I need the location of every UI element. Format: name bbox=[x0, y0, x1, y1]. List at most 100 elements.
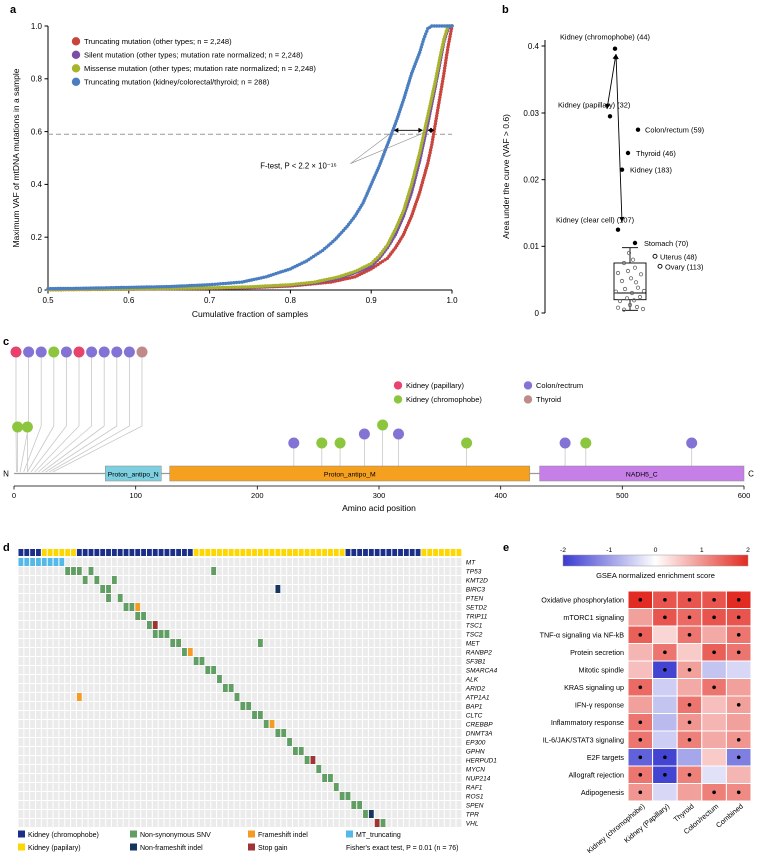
svg-text:TPR: TPR bbox=[466, 811, 479, 818]
c-legend: Kidney (papillary) Kidney (chromophobe) Co… bbox=[393, 381, 583, 404]
svg-text:Kidney (papilary): Kidney (papilary) bbox=[28, 845, 81, 852]
panel-d-letter: d bbox=[3, 542, 10, 554]
svg-text:Protein secretion: Protein secretion bbox=[570, 648, 624, 657]
d-mutation-cells bbox=[18, 558, 386, 827]
svg-text:Stomach (70): Stomach (70) bbox=[644, 239, 688, 248]
svg-text:2: 2 bbox=[746, 547, 750, 554]
e-colorbar-tick-labels: -2 -1 0 1 2 bbox=[560, 547, 750, 554]
svg-text:Colon/rectum (59): Colon/rectum (59) bbox=[645, 126, 704, 135]
svg-text:VHL: VHL bbox=[466, 820, 479, 827]
b-range-arrows bbox=[605, 53, 625, 223]
svg-text:0: 0 bbox=[654, 547, 658, 554]
svg-text:NADH5_C: NADH5_C bbox=[626, 472, 658, 479]
panel-e-gsea-heatmap: -2 -1 0 1 2 GSEA normalized enrichment score O… bbox=[540, 547, 752, 853]
svg-text:Kidney (chromophobe): Kidney (chromophobe) bbox=[406, 395, 482, 404]
panel-e-letter: e bbox=[503, 542, 510, 554]
svg-text:100: 100 bbox=[129, 491, 142, 500]
svg-text:BIRC3: BIRC3 bbox=[466, 586, 486, 593]
svg-text:mTORC1 signaling: mTORC1 signaling bbox=[563, 613, 624, 622]
svg-text:Kidney (183): Kidney (183) bbox=[630, 166, 672, 175]
svg-text:Kidney (papillary) (32): Kidney (papillary) (32) bbox=[558, 100, 630, 109]
svg-text:Thyroid (46): Thyroid (46) bbox=[636, 149, 676, 158]
svg-text:EP300: EP300 bbox=[466, 739, 486, 746]
c-x-axis-label: Amino acid position bbox=[342, 503, 416, 513]
svg-text:1.0: 1.0 bbox=[446, 296, 458, 305]
svg-text:SETD2: SETD2 bbox=[466, 604, 487, 611]
svg-text:ATP1A1: ATP1A1 bbox=[465, 694, 490, 701]
a-series-truncating-kct bbox=[46, 24, 454, 291]
svg-text:300: 300 bbox=[373, 491, 386, 500]
svg-text:0.4: 0.4 bbox=[31, 180, 43, 189]
svg-text:F-test, P < 2.2 × 10⁻¹⁶: F-test, P < 2.2 × 10⁻¹⁶ bbox=[260, 162, 337, 171]
svg-text:RAF1: RAF1 bbox=[466, 784, 483, 791]
panel-d-oncoprint: MT TP53 KMT2D BIRC3 PTEN SETD2 TRIP11 TSC1 TSC2 M… bbox=[17, 549, 498, 852]
a-series-missense-other bbox=[46, 24, 454, 292]
svg-text:Silent mutation (other types;: Silent mutation (other types; mutation r… bbox=[84, 51, 303, 60]
svg-text:Ovary (113): Ovary (113) bbox=[665, 262, 703, 271]
svg-text:1: 1 bbox=[700, 547, 704, 554]
panel-c-letter: c bbox=[3, 336, 10, 348]
svg-text:-2: -2 bbox=[560, 547, 566, 554]
svg-text:Truncating mutation (kidney/co: Truncating mutation (kidney/colorectal/t… bbox=[84, 78, 270, 87]
b-y-axis-label: Area under the curve (VAF > 0.6) bbox=[501, 114, 511, 239]
svg-text:HERPUD1: HERPUD1 bbox=[466, 757, 497, 764]
d-grid-lines bbox=[17, 549, 463, 827]
svg-text:TP53: TP53 bbox=[466, 568, 482, 575]
svg-text:BAP1: BAP1 bbox=[466, 703, 483, 710]
svg-text:Thyroid: Thyroid bbox=[536, 395, 561, 404]
e-row-labels: Oxidative phosphorylation mTORC1 signalin… bbox=[540, 595, 625, 797]
b-jitter-points bbox=[613, 250, 647, 312]
c-protein-domains: Proton_antipo_N Proton_antipo_M NADH5_C bbox=[105, 465, 745, 482]
svg-text:Kidney (papillary): Kidney (papillary) bbox=[406, 381, 464, 390]
svg-text:0.02: 0.02 bbox=[523, 175, 539, 184]
b-tick-labels: 0 0.01 0.02 0.03 0.4 bbox=[523, 42, 539, 318]
svg-text:Truncating mutation (other typ: Truncating mutation (other types; n = 2,… bbox=[84, 37, 232, 46]
svg-text:Fisher's exact test, P = 0.01: Fisher's exact test, P = 0.01 (n = 76) bbox=[346, 845, 459, 852]
svg-text:Uterus (48): Uterus (48) bbox=[660, 252, 697, 261]
e-column-labels: Kidney (chromophobe)Kidney (Papillary) Th… bbox=[585, 802, 745, 853]
svg-text:0: 0 bbox=[38, 286, 43, 295]
c-tick-labels: 0 100 200 300 400 500 600 bbox=[12, 491, 750, 500]
svg-text:NUP214: NUP214 bbox=[466, 775, 491, 782]
e-colorbar-label: GSEA normalized enrichment score bbox=[596, 571, 715, 580]
svg-text:0.6: 0.6 bbox=[123, 296, 135, 305]
svg-text:CLTC: CLTC bbox=[466, 712, 483, 719]
svg-text:Kidney (Papillary): Kidney (Papillary) bbox=[622, 802, 671, 845]
b-y-axis bbox=[541, 40, 546, 314]
svg-text:KMT2D: KMT2D bbox=[466, 577, 488, 584]
svg-text:MT: MT bbox=[466, 559, 476, 566]
svg-text:PTEN: PTEN bbox=[466, 595, 484, 602]
svg-text:Non-synonymous SNV: Non-synonymous SNV bbox=[140, 832, 211, 839]
svg-text:Stop gain: Stop gain bbox=[258, 845, 288, 852]
d-cancer-type-annotation bbox=[18, 549, 462, 556]
svg-text:Frameshift indel: Frameshift indel bbox=[258, 832, 308, 839]
svg-text:0.7: 0.7 bbox=[204, 296, 216, 305]
svg-text:200: 200 bbox=[251, 491, 264, 500]
svg-text:Mitotic spindle: Mitotic spindle bbox=[578, 665, 624, 674]
svg-text:MYCN: MYCN bbox=[466, 766, 485, 773]
svg-text:IFN-γ response: IFN-γ response bbox=[575, 700, 624, 709]
panel-a-letter: a bbox=[10, 4, 17, 16]
svg-text:DNMT3A: DNMT3A bbox=[466, 730, 493, 737]
c-n-terminus-label: N bbox=[3, 470, 9, 479]
b-boxplot bbox=[613, 247, 647, 311]
svg-text:TSC2: TSC2 bbox=[466, 631, 483, 638]
svg-text:0.5: 0.5 bbox=[42, 296, 54, 305]
svg-text:Kidney (clear cell) (107): Kidney (clear cell) (107) bbox=[556, 216, 634, 225]
svg-text:Colon/rectrum: Colon/rectrum bbox=[536, 381, 583, 390]
svg-text:0.9: 0.9 bbox=[366, 296, 378, 305]
svg-text:-1: -1 bbox=[606, 547, 612, 554]
svg-text:TNF-α signaling via NF-kB: TNF-α signaling via NF-kB bbox=[540, 630, 625, 639]
svg-text:SPEN: SPEN bbox=[466, 802, 484, 809]
svg-text:ROS1: ROS1 bbox=[466, 793, 484, 800]
svg-text:400: 400 bbox=[494, 491, 507, 500]
svg-text:MT_truncating: MT_truncating bbox=[356, 832, 401, 839]
svg-text:E2F targets: E2F targets bbox=[587, 753, 625, 762]
c-x-axis bbox=[13, 485, 745, 490]
svg-text:Inflammatory response: Inflammatory response bbox=[551, 718, 624, 727]
a-x-axis-label: Cumulative fraction of samples bbox=[192, 309, 308, 319]
svg-text:0: 0 bbox=[535, 309, 540, 318]
svg-text:ARID2: ARID2 bbox=[465, 685, 486, 692]
e-colorbar bbox=[562, 554, 749, 567]
svg-text:CREBBP: CREBBP bbox=[466, 721, 493, 728]
